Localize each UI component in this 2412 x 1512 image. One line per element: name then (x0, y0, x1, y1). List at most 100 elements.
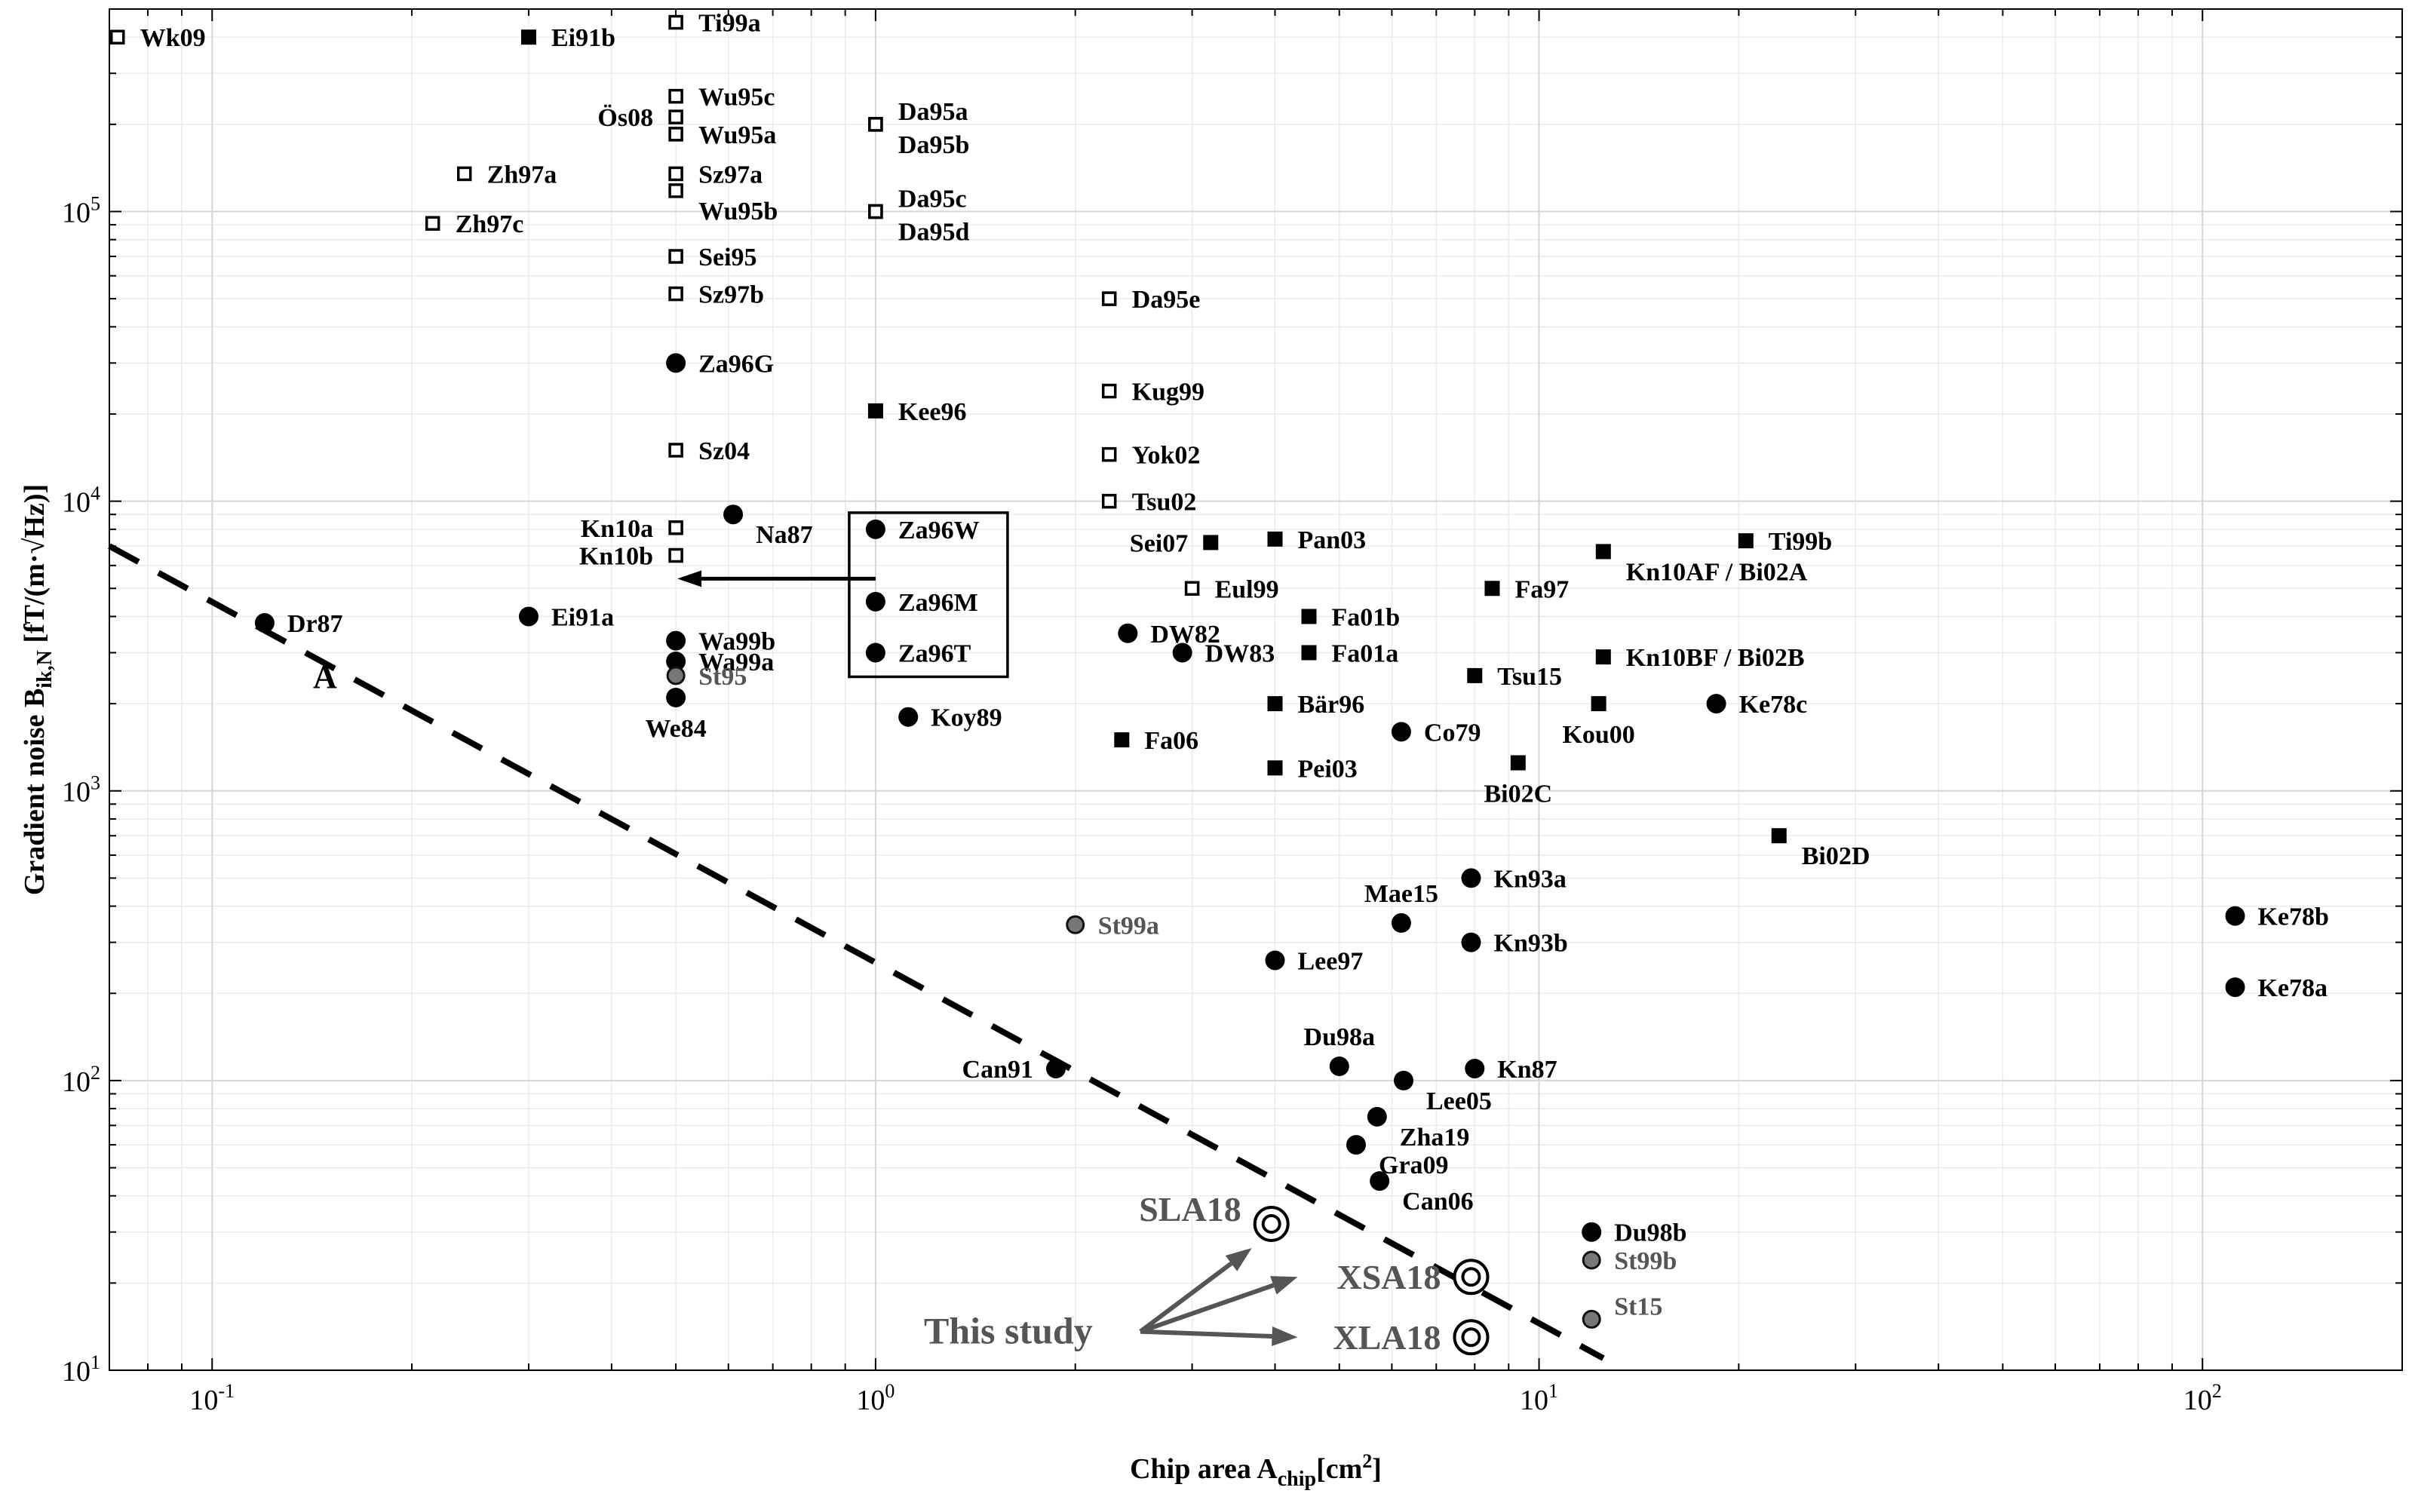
marker-za96m (865, 591, 885, 612)
point-label-b-r96: Bär96 (1298, 691, 1365, 719)
point-label-du98b: Du98b (1614, 1219, 1686, 1247)
y-axis-label-unit: [fT/(m·√Hz)] (19, 484, 51, 650)
point-label-kn93b: Kn93b (1494, 930, 1568, 958)
point-label-kn93a: Kn93a (1494, 865, 1567, 893)
point-label-ei91b: Ei91b (551, 24, 615, 52)
study-arrow-xsa18 (1140, 1283, 1275, 1334)
point-label-kn10a: Kn10a (581, 515, 653, 543)
marker-tsu15 (1467, 667, 1483, 683)
point-label-st99a: St99a (1098, 912, 1159, 940)
marker-da95d (868, 204, 883, 219)
marker-sei95 (668, 249, 683, 264)
y-axis-label: Gradient noise Bik,N [fT/(m·√Hz)] (19, 484, 57, 895)
y-tick-label-base: 10 (62, 777, 91, 808)
marker-lee05 (1393, 1070, 1413, 1090)
marker-ei91a (518, 606, 539, 627)
point-label-mae15: Mae15 (1364, 880, 1438, 908)
point-label-wk09: Wk09 (140, 24, 206, 52)
marker-wu95a (668, 127, 683, 142)
y-tick-label-exp: 4 (91, 483, 100, 505)
x-axis-label-unit-post: ] (1372, 1453, 1382, 1485)
marker-b-r96 (1267, 696, 1283, 712)
point-label-fa06: Fa06 (1144, 727, 1198, 755)
point-label-ke78c: Ke78c (1739, 691, 1808, 719)
x-axis-label-unit-sup: 2 (1362, 1450, 1372, 1472)
marker-kn10a (668, 520, 683, 535)
marker-pei03 (1267, 760, 1283, 776)
study-arrow-head-xsa18 (1270, 1276, 1298, 1295)
point-label-na87: Na87 (756, 521, 813, 549)
trend-line (108, 543, 1605, 1361)
point-label-st95: St95 (698, 663, 747, 691)
plot-frame (109, 8, 2403, 1371)
marker-wu95b (668, 183, 683, 198)
point-label-za96t: Za96T (898, 639, 971, 667)
y-tick-label: 103 (62, 772, 100, 808)
point-label-kug99: Kug99 (1132, 379, 1204, 406)
x-axis-label-unit-pre: [cm (1316, 1453, 1362, 1485)
study-arrow-head-sla18 (1225, 1247, 1252, 1271)
marker-kn10af-bi02a (1595, 544, 1611, 560)
point-label-kee96: Kee96 (898, 398, 967, 426)
marker-bi02d (1771, 828, 1787, 844)
marker-sei07 (1203, 535, 1219, 551)
x-tick-label: 100 (856, 1380, 895, 1416)
y-tick-label-exp: 2 (91, 1062, 100, 1084)
marker-lee97 (1265, 950, 1285, 971)
y-tick-label-base: 10 (62, 487, 91, 519)
point-label-sz97b: Sz97b (698, 281, 764, 309)
marker-fa01a (1301, 645, 1317, 661)
marker-dw83 (1172, 643, 1192, 663)
marker-dw82 (1118, 623, 1138, 643)
point-label-dw83: DW83 (1205, 639, 1275, 667)
point-label-wu95b: Wu95b (698, 198, 778, 225)
y-tick-label: 101 (62, 1351, 100, 1388)
marker-s08 (668, 109, 683, 124)
trend-line-group: A (108, 543, 1605, 1361)
marker-st99a (1066, 915, 1085, 934)
point-label-st99b: St99b (1614, 1247, 1677, 1275)
point-label-sei07: Sei07 (1130, 529, 1188, 557)
marker-wu95c (668, 88, 683, 104)
annotations (677, 511, 1009, 679)
point-label-du98a: Du98a (1304, 1023, 1375, 1051)
marker-kn10bf-bi02b (1595, 649, 1611, 665)
point-label-ti99b: Ti99b (1769, 528, 1832, 556)
point-label-kou00: Kou00 (1562, 721, 1634, 749)
marker-du98b (1582, 1222, 1602, 1242)
x-tick-label-exp: 1 (1548, 1380, 1558, 1402)
marker-mae15 (1391, 912, 1411, 933)
point-label-s08: Ös08 (597, 104, 653, 132)
point-label-da95d: Da95d (898, 218, 970, 246)
marker-st99b (1582, 1250, 1601, 1270)
point-label-fa97: Fa97 (1514, 575, 1569, 603)
marker-st95 (666, 666, 686, 685)
point-label-da95e: Da95e (1132, 286, 1201, 314)
point-label-za96w: Za96W (898, 517, 980, 544)
marker-wa99a (666, 651, 686, 671)
study-label-xla18: XLA18 (1333, 1318, 1441, 1357)
x-tick-label-base: 10 (1520, 1385, 1548, 1416)
marker-kee96 (867, 403, 883, 419)
za96-box (848, 511, 1009, 679)
marker-we84 (666, 687, 686, 707)
marker-bi02c (1510, 755, 1526, 771)
point-label-wa99b: Wa99b (698, 628, 775, 656)
marker-can91 (1046, 1058, 1066, 1078)
y-tick-label: 105 (62, 192, 100, 228)
marker-za96g (666, 353, 686, 373)
x-tick-label-exp: 0 (885, 1380, 895, 1402)
point-label-gra09: Gra09 (1379, 1152, 1449, 1179)
target-inner-xla18 (1461, 1327, 1481, 1348)
point-label-sz04: Sz04 (698, 437, 750, 465)
marker-da95b (868, 117, 883, 132)
point-label-ei91a: Ei91a (551, 603, 614, 631)
study-arrow-xla18 (1140, 1329, 1272, 1339)
point-label-bi02c: Bi02C (1484, 781, 1552, 808)
point-label-za96g: Za96G (698, 350, 774, 378)
y-tick-label: 102 (62, 1062, 100, 1098)
data-points: Wk09 Ei91b Ti99a Wu95c Wu95a Ös08 Da95a Da95b Zh… (110, 10, 2329, 1329)
marker-fa06 (1114, 732, 1130, 748)
